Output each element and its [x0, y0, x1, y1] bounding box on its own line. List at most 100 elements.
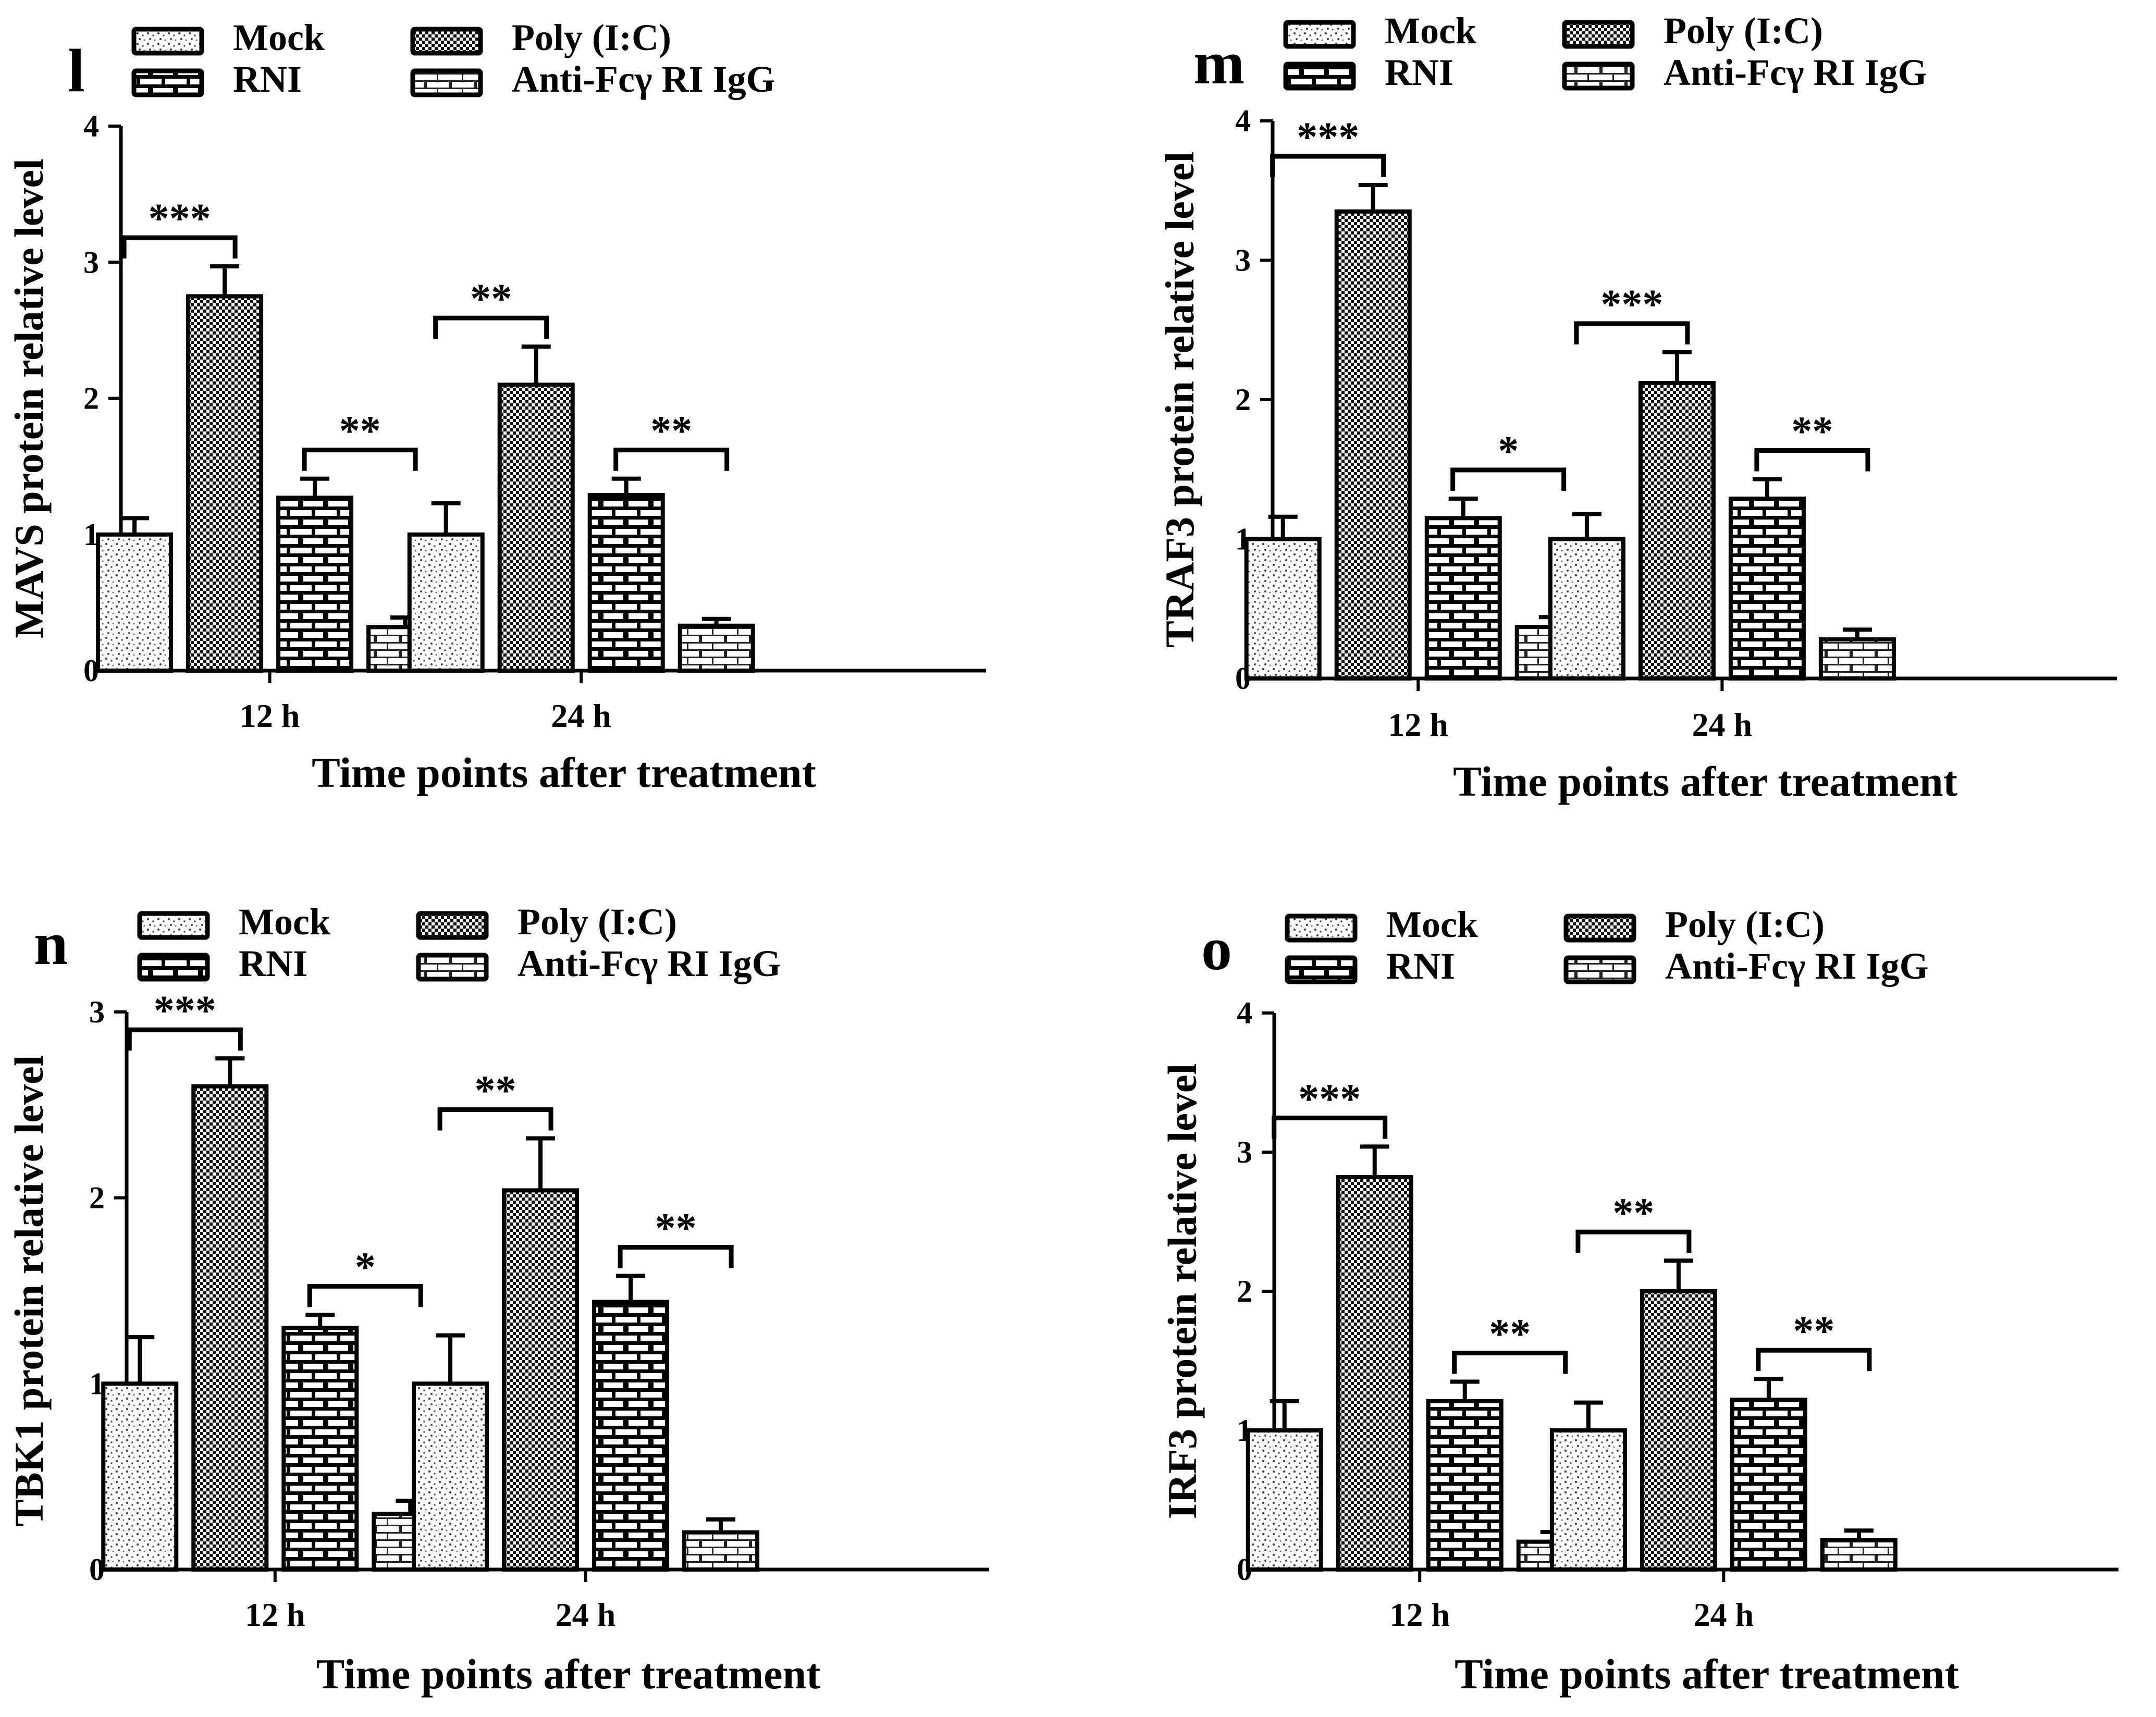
y-tick-label: 3 — [1235, 243, 1251, 278]
legend-label-1: Poly (I:C) — [512, 17, 671, 58]
significance-stars: ** — [655, 1205, 697, 1251]
legend-swatch-3 — [1562, 61, 1635, 91]
significance-stars: *** — [154, 988, 216, 1034]
x-axis-title: Time points after treatment — [312, 749, 816, 796]
x-axis-title: Time points after treatment — [1453, 758, 1957, 805]
bar-12h-series-2 — [281, 1326, 359, 1572]
bar-12h-series-1 — [186, 294, 264, 673]
legend-swatch-3 — [410, 68, 483, 97]
y-tick-label: 3 — [83, 245, 99, 279]
legend-label-3: Anti-Fcγ RI IgG — [1665, 945, 1929, 987]
significance-bracket — [618, 1244, 734, 1268]
significance-bracket — [613, 448, 730, 471]
y-tick-label: 3 — [89, 995, 105, 1029]
legend-label-1: Poly (I:C) — [1665, 904, 1825, 945]
significance-stars: * — [1498, 428, 1519, 474]
bar-12h-series-2 — [1424, 516, 1502, 681]
legend-swatch-3 — [416, 953, 489, 982]
bar-12h-series-0 — [1244, 537, 1322, 681]
significance-stars: ** — [475, 1068, 516, 1114]
significance-bracket — [1754, 448, 1870, 472]
bar-24h-series-2 — [1728, 496, 1806, 681]
x-tick-label: 12 h — [240, 697, 300, 734]
x-axis-title: Time points after treatment — [1455, 1650, 1959, 1698]
legend-label-2: RNI — [1386, 945, 1455, 987]
bar-24h-series-0 — [412, 1381, 489, 1572]
y-axis-title: TBK1 protein relative level — [6, 1055, 52, 1527]
bar-24h-series-1 — [1640, 1289, 1717, 1572]
significance-stars: ** — [470, 276, 512, 322]
bar-24h-series-3 — [682, 1530, 760, 1572]
panel-label: l — [68, 36, 85, 105]
significance-stars: ** — [339, 409, 381, 454]
y-tick-label: 2 — [1237, 1274, 1252, 1308]
y-tick-label: 2 — [89, 1181, 105, 1215]
bar-12h-series-1 — [191, 1084, 269, 1572]
legend-label-0: Mock — [233, 17, 325, 58]
legend-swatch-2 — [131, 68, 204, 97]
significance-stars: ** — [1489, 1312, 1531, 1357]
legend-label-2: RNI — [239, 943, 307, 984]
significance-stars: ** — [1793, 1308, 1834, 1354]
legend-label-3: Anti-Fcγ RI IgG — [518, 943, 781, 984]
legend-swatch-1 — [1562, 20, 1635, 49]
significance-bracket — [1450, 467, 1567, 491]
x-tick-label: 24 h — [1692, 706, 1753, 743]
y-tick-label: 4 — [83, 109, 99, 143]
significance-stars: *** — [1600, 282, 1663, 328]
bar-24h-series-2 — [587, 492, 665, 673]
legend-swatch-1 — [1563, 913, 1636, 943]
significance-stars: * — [355, 1244, 376, 1290]
panel-label: n — [34, 909, 68, 978]
legend-swatch-2 — [1283, 61, 1356, 91]
bar-12h-series-0 — [101, 1381, 179, 1572]
significance-bracket — [437, 1107, 553, 1131]
bar-12h-series-0 — [96, 532, 174, 673]
x-tick-label: 12 h — [1389, 1596, 1450, 1633]
legend-swatch-0 — [1285, 913, 1358, 943]
y-axis-title: MAVS protein relative level — [6, 158, 52, 638]
significance-bracket — [1574, 321, 1690, 345]
chart-panel-n: n Mock Poly (I:C)RNI Anti-Fcγ RI IgG0123TBK… — [6, 901, 989, 1698]
legend-label-3: Anti-Fcγ RI IgG — [1664, 52, 1927, 93]
x-tick-label: 12 h — [245, 1596, 305, 1633]
significance-stars: ** — [650, 409, 692, 454]
bar-24h-series-3 — [1818, 637, 1896, 681]
legend-label-3: Anti-Fcγ RI IgG — [512, 58, 775, 100]
y-tick-label: 3 — [1237, 1135, 1252, 1169]
significance-bracket — [127, 1027, 243, 1051]
bar-24h-series-1 — [502, 1188, 580, 1572]
bar-24h-series-0 — [1548, 537, 1625, 681]
legend-swatch-0 — [137, 911, 210, 940]
significance-stars: ** — [1791, 409, 1833, 454]
significance-bracket — [433, 315, 549, 339]
bar-12h-series-2 — [1426, 1399, 1504, 1572]
bar-24h-series-3 — [677, 623, 755, 673]
y-tick-label: 2 — [83, 381, 99, 416]
legend-swatch-1 — [410, 27, 483, 56]
significance-stars: *** — [149, 196, 211, 242]
legend-label-0: Mock — [1386, 904, 1478, 945]
legend-label-1: Poly (I:C) — [518, 901, 677, 943]
x-axis-title: Time points after treatment — [316, 1650, 821, 1698]
significance-stars: *** — [1298, 1076, 1361, 1122]
x-tick-label: 24 h — [551, 697, 611, 734]
significance-bracket — [1756, 1348, 1872, 1372]
significance-bracket — [302, 448, 418, 471]
legend-swatch-2 — [137, 953, 210, 982]
significance-bracket — [307, 1283, 423, 1307]
bar-24h-series-1 — [1638, 380, 1716, 681]
bar-24h-series-3 — [1820, 1538, 1898, 1572]
bar-12h-series-1 — [1336, 1175, 1413, 1572]
legend-label-0: Mock — [1385, 10, 1476, 52]
panel-label: m — [1193, 29, 1245, 97]
chart-panel-l: l Mock Poly (I:C)RNI Anti-Fcγ RI IgG01234MA… — [6, 17, 986, 796]
bar-24h-series-0 — [1549, 1428, 1627, 1572]
significance-bracket — [1452, 1351, 1568, 1374]
bar-24h-series-2 — [592, 1300, 670, 1572]
panel-label: o — [1201, 915, 1232, 983]
significance-bracket — [1270, 154, 1386, 178]
legend-swatch-3 — [1563, 955, 1636, 984]
y-tick-label: 4 — [1235, 104, 1251, 138]
